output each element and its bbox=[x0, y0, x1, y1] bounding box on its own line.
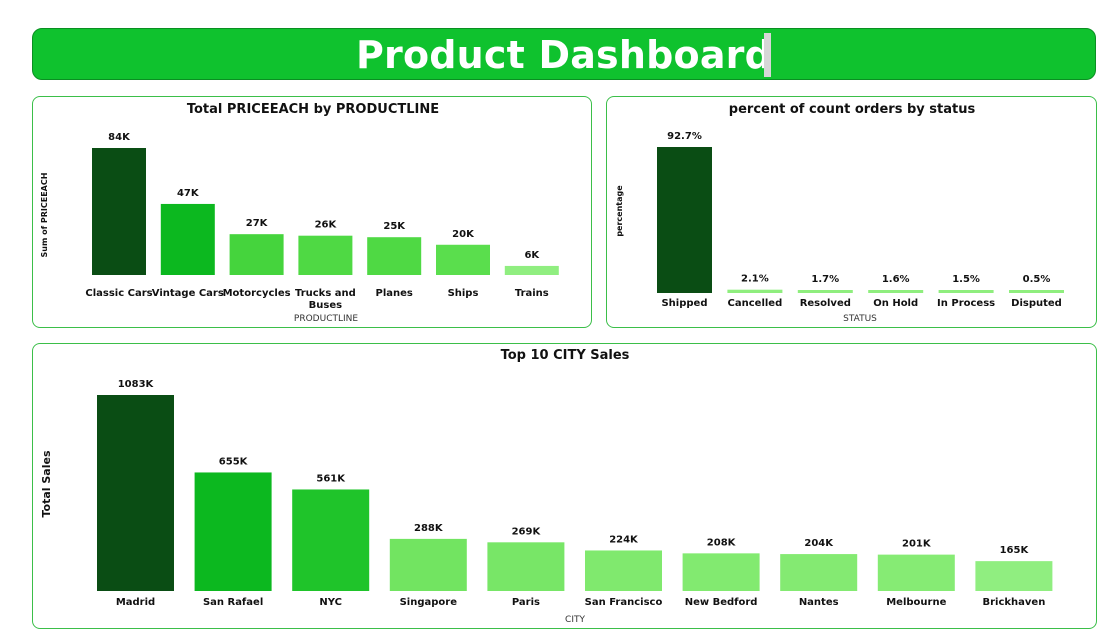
city-category-label-san-francisco: San Francisco bbox=[585, 597, 663, 608]
city-category-label-nyc: NYC bbox=[319, 597, 342, 608]
status-chart: percent of count orders by status STATUS p… bbox=[615, 102, 1064, 324]
city-category-label-new-bedford: New Bedford bbox=[685, 597, 758, 608]
productline-data-label-motorcycles: 27K bbox=[246, 218, 269, 229]
city-bar-new-bedford[interactable] bbox=[682, 553, 760, 591]
city-data-label-madrid: 1083K bbox=[118, 379, 155, 390]
status-data-label-cancelled: 2.1% bbox=[741, 274, 769, 285]
city-data-label-brickhaven: 165K bbox=[1000, 545, 1030, 556]
status-category-label-disputed: Disputed bbox=[1011, 298, 1062, 309]
city-data-label-san-rafael: 655K bbox=[219, 456, 249, 467]
city-data-label-singapore: 288K bbox=[414, 523, 444, 534]
productline-chart-panel: Total PRICEEACH by PRODUCTLINE PRODUCTLIN… bbox=[32, 96, 592, 328]
productline-chart: Total PRICEEACH by PRODUCTLINE PRODUCTLIN… bbox=[40, 102, 559, 324]
city-sales-chart-panel: Top 10 CITY Sales CITY Total Sales 1083K Mad… bbox=[32, 343, 1097, 629]
productline-category-label-classic-cars: Classic Cars bbox=[85, 288, 152, 299]
city-category-label-san-rafael: San Rafael bbox=[203, 597, 263, 608]
city-category-label-melbourne: Melbourne bbox=[886, 597, 946, 608]
city-bar-madrid[interactable] bbox=[97, 395, 174, 591]
status-data-label-resolved: 1.7% bbox=[811, 274, 839, 285]
status-bar-in-process[interactable] bbox=[938, 290, 994, 293]
page-title: Product Dashboard bbox=[355, 33, 773, 77]
productline-chart-title: Total PRICEEACH by PRODUCTLINE bbox=[187, 102, 439, 117]
productline-category-label-trains: Trains bbox=[515, 288, 549, 299]
city-data-label-nantes: 204K bbox=[804, 538, 834, 549]
city-bar-singapore[interactable] bbox=[389, 538, 467, 591]
status-chart-title: percent of count orders by status bbox=[729, 102, 976, 117]
productline-category-label-motorcycles: Motorcycles bbox=[223, 288, 291, 299]
city-bar-brickhaven[interactable] bbox=[975, 561, 1053, 591]
status-category-label-shipped: Shipped bbox=[661, 298, 707, 309]
city-category-label-paris: Paris bbox=[512, 597, 540, 608]
productline-category-label-planes: Planes bbox=[376, 288, 413, 299]
city-data-label-melbourne: 201K bbox=[902, 539, 932, 550]
city-data-label-san-francisco: 224K bbox=[609, 534, 639, 545]
status-x-axis-label: STATUS bbox=[843, 314, 877, 324]
text-cursor bbox=[764, 33, 771, 77]
status-bar-cancelled[interactable] bbox=[727, 289, 783, 293]
city-category-label-singapore: Singapore bbox=[400, 597, 458, 608]
city-bar-san-francisco[interactable] bbox=[585, 550, 662, 591]
city-category-label-nantes: Nantes bbox=[799, 597, 839, 608]
productline-data-label-classic-cars: 84K bbox=[108, 132, 131, 143]
city-y-axis-label: Total Sales bbox=[40, 450, 53, 517]
productline-data-label-trains: 6K bbox=[524, 250, 540, 261]
city-data-label-paris: 269K bbox=[512, 526, 542, 537]
productline-bar-classic-cars[interactable] bbox=[92, 148, 146, 275]
city-sales-chart: Top 10 CITY Sales CITY Total Sales 1083K Mad… bbox=[40, 348, 1053, 625]
productline-category-label-ships: Ships bbox=[448, 288, 479, 299]
city-bar-paris[interactable] bbox=[487, 542, 565, 591]
productline-bar-planes[interactable] bbox=[367, 237, 422, 275]
city-data-label-new-bedford: 208K bbox=[707, 537, 737, 548]
productline-bar-motorcycles[interactable] bbox=[229, 234, 284, 275]
status-category-label-in-process: In Process bbox=[937, 298, 995, 309]
status-category-label-cancelled: Cancelled bbox=[728, 298, 783, 309]
status-bar-disputed[interactable] bbox=[1009, 290, 1064, 293]
productline-category-label-trucks-and-buses: Trucks and Buses bbox=[295, 288, 356, 311]
city-bar-nyc[interactable] bbox=[292, 489, 370, 591]
status-data-label-disputed: 0.5% bbox=[1023, 274, 1051, 285]
productline-data-label-ships: 20K bbox=[452, 229, 475, 240]
status-data-label-shipped: 92.7% bbox=[667, 131, 702, 142]
status-data-label-in-process: 1.5% bbox=[952, 274, 980, 285]
city-bar-nantes[interactable] bbox=[780, 554, 858, 591]
city-category-label-madrid: Madrid bbox=[116, 597, 155, 608]
status-bar-shipped[interactable] bbox=[657, 147, 712, 293]
status-category-label-on-hold: On Hold bbox=[873, 298, 918, 309]
city-x-axis-label: CITY bbox=[565, 615, 585, 625]
status-bar-on-hold[interactable] bbox=[868, 290, 924, 293]
productline-data-label-vintage-cars: 47K bbox=[177, 188, 200, 199]
city-category-label-brickhaven: Brickhaven bbox=[982, 597, 1045, 608]
productline-bar-ships[interactable] bbox=[436, 244, 490, 275]
productline-y-axis-label: Sum of PRICEEACH bbox=[40, 173, 49, 258]
productline-x-axis-label: PRODUCTLINE bbox=[294, 314, 358, 324]
productline-bar-vintage-cars[interactable] bbox=[160, 203, 215, 275]
status-y-axis-label: percentage bbox=[615, 185, 624, 237]
status-category-label-resolved: Resolved bbox=[800, 298, 851, 309]
dashboard-header: Product Dashboard bbox=[32, 28, 1096, 80]
city-bar-melbourne[interactable] bbox=[877, 554, 955, 591]
city-bar-san-rafael[interactable] bbox=[194, 472, 272, 591]
city-data-label-nyc: 561K bbox=[316, 473, 346, 484]
status-bar-resolved[interactable] bbox=[797, 290, 853, 293]
productline-bar-trains[interactable] bbox=[504, 265, 559, 275]
status-chart-panel: percent of count orders by status STATUS p… bbox=[606, 96, 1097, 328]
productline-bar-trucks-and-buses[interactable] bbox=[298, 235, 353, 275]
productline-data-label-planes: 25K bbox=[383, 221, 406, 232]
status-data-label-on-hold: 1.6% bbox=[882, 274, 910, 285]
city-chart-title: Top 10 CITY Sales bbox=[501, 348, 630, 363]
productline-category-label-vintage-cars: Vintage Cars bbox=[152, 288, 224, 299]
productline-data-label-trucks-and-buses: 26K bbox=[315, 220, 338, 231]
